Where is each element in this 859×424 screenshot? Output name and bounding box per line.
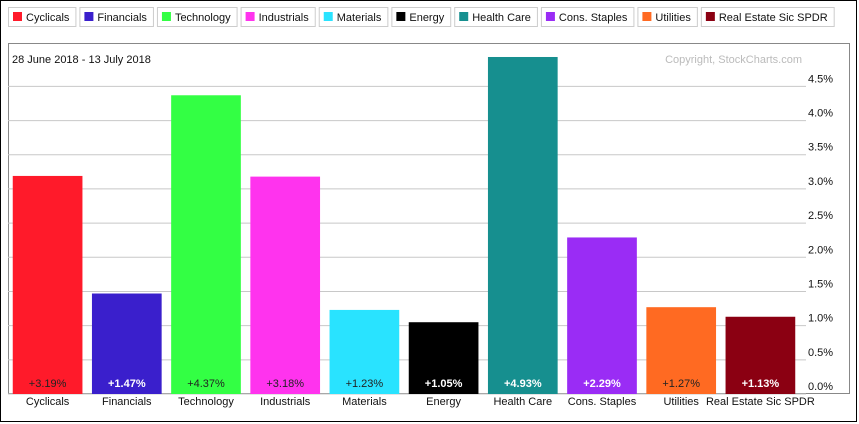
legend-swatch — [545, 12, 555, 21]
x-tick-label: Cyclicals — [26, 396, 70, 408]
copyright: Copyright, StockCharts.com — [665, 54, 802, 66]
y-tick-label: 2.5% — [808, 210, 833, 222]
value-label: +4.37% — [187, 378, 225, 390]
x-tick-label: Energy — [426, 396, 461, 408]
value-label: +1.23% — [346, 378, 384, 390]
x-tick-label: Health Care — [493, 396, 552, 408]
legend-item — [540, 7, 635, 27]
legend-label: Materials — [337, 12, 382, 24]
legend-label: Cons. Staples — [559, 12, 628, 24]
y-tick-label: 0.0% — [808, 381, 833, 393]
y-tick-label: 4.0% — [808, 108, 833, 120]
bar — [329, 309, 400, 394]
legend-swatch — [161, 12, 171, 21]
legend-label: Energy — [409, 12, 444, 24]
bar — [487, 56, 558, 394]
bar — [91, 293, 162, 394]
x-tick-label: Financials — [102, 396, 152, 408]
legend-label: Technology — [175, 12, 231, 24]
legend-item — [8, 7, 77, 27]
value-label: +1.47% — [108, 378, 146, 390]
legend-label: Real Estate Sic SPDR — [719, 12, 828, 24]
value-label: +1.27% — [662, 378, 700, 390]
y-tick-label: 3.0% — [808, 176, 833, 188]
bar — [250, 176, 321, 394]
legend-item — [637, 7, 698, 27]
x-tick-label: Technology — [178, 396, 234, 408]
legend-swatch — [459, 12, 469, 21]
subtitle: 28 June 2018 - 13 July 2018 — [12, 54, 151, 66]
value-label: +3.18% — [266, 378, 304, 390]
legend-swatch — [705, 12, 715, 21]
bar — [12, 175, 83, 394]
value-label: +2.29% — [583, 378, 621, 390]
bar — [171, 95, 241, 394]
legend-label: Cyclicals — [26, 12, 70, 24]
value-label: +3.19% — [29, 378, 67, 390]
legend-item — [156, 7, 238, 27]
y-tick-label: 1.0% — [808, 313, 833, 325]
value-label: +1.05% — [425, 378, 463, 390]
y-tick-label: 1.5% — [808, 278, 833, 290]
legend-swatch — [245, 12, 255, 21]
legend-swatch — [84, 12, 94, 21]
x-tick-label: Real Estate Sic SPDR — [706, 396, 815, 408]
value-label: +4.93% — [504, 378, 542, 390]
y-tick-label: 2.0% — [808, 244, 833, 256]
legend-item — [318, 7, 389, 27]
legend-swatch — [642, 12, 652, 21]
legend-label: Utilities — [655, 12, 691, 24]
legend-item — [79, 7, 154, 27]
bar — [646, 307, 717, 394]
legend-item — [391, 7, 452, 27]
legend-swatch — [13, 12, 22, 21]
legend-swatch — [396, 12, 406, 21]
x-tick-label: Cons. Staples — [568, 396, 637, 408]
x-tick-label: Utilities — [663, 396, 699, 408]
y-tick-label: 0.5% — [808, 347, 833, 359]
x-tick-label: Materials — [342, 396, 387, 408]
legend-item — [454, 7, 538, 27]
value-label: +1.13% — [742, 378, 780, 390]
legend-label: Financials — [97, 12, 147, 24]
legend-item — [700, 7, 835, 27]
y-tick-label: 3.5% — [808, 142, 833, 154]
legend-swatch — [323, 12, 333, 21]
legend-label: Industrials — [259, 12, 310, 24]
bar — [408, 322, 479, 394]
legend-item — [240, 7, 316, 27]
x-tick-label: Industrials — [260, 396, 311, 408]
legend-label: Health Care — [472, 12, 531, 24]
bar — [725, 316, 796, 394]
bar — [567, 237, 637, 394]
y-tick-label: 4.5% — [808, 73, 833, 85]
